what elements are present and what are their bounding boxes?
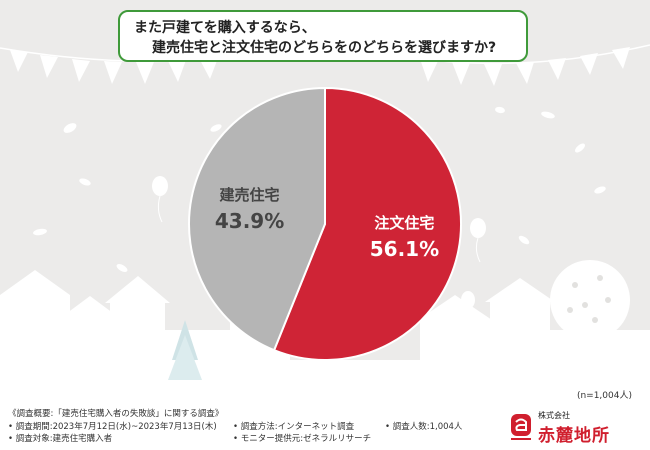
pie-slice-value-0: 56.1% (370, 237, 439, 261)
survey-count: • 調査人数:1,004人 (385, 422, 463, 432)
town-silhouette (0, 270, 650, 400)
pie-slice-label-1: 建売住宅 (220, 186, 280, 204)
pine-trees (140, 320, 202, 380)
survey-provider: • モニター提供元:ゼネラルリサーチ (233, 434, 372, 444)
pie-slice-1 (188, 86, 326, 352)
tree-right (550, 260, 630, 380)
question-box: また戸建てを購入するなら、 建売住宅と注文住宅のどちらをのどちらを選びますか? (118, 10, 528, 62)
bunting-flags (10, 47, 630, 86)
company-logo: 株式会社 赤麓地所 (510, 410, 630, 446)
falling-leaves (33, 106, 606, 272)
logo-company-name: 赤麓地所 (538, 426, 610, 446)
question-line-2: 建売住宅と注文住宅のどちらをのどちらを選びますか? (152, 40, 497, 56)
survey-period: • 調査期間:2023年7月12日(水)~2023年7月13日(木) (8, 422, 217, 432)
pie-slice-0 (272, 86, 462, 361)
survey-method: • 調査方法:インターネット調査 (233, 422, 355, 432)
logo-corp-label: 株式会社 (538, 411, 570, 420)
question-line-1: また戸建てを購入するなら、 (134, 20, 316, 36)
survey-footer: 《調査概要:「建売住宅購入者の失敗談」に関する調査》 • 調査期間:2023年7… (0, 400, 650, 450)
survey-target: • 調査対象:建売住宅購入者 (8, 434, 113, 444)
survey-overview: 《調査概要:「建売住宅購入者の失敗談」に関する調査》 (8, 409, 224, 419)
balloons (152, 176, 486, 309)
logo-mark-icon (511, 414, 531, 440)
pie-slice-value-1: 43.9% (215, 209, 284, 233)
pie-slice-label-0: 注文住宅 (374, 214, 434, 232)
sample-size: (n=1,004人) (576, 391, 632, 401)
